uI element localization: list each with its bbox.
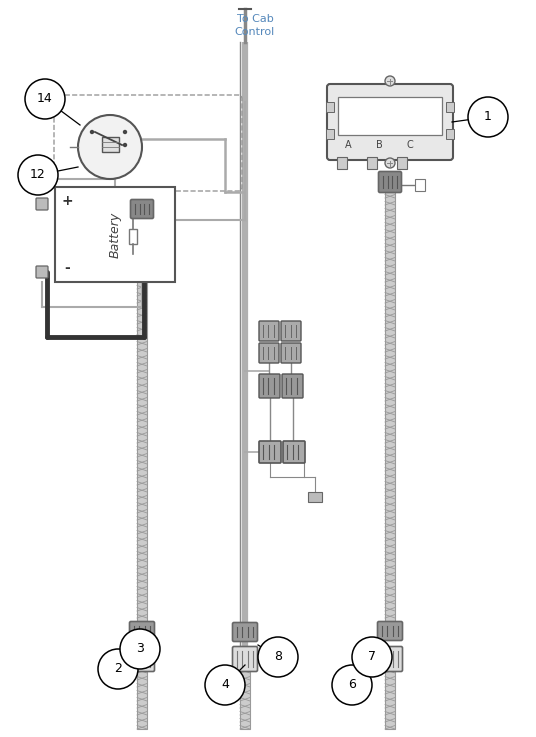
FancyBboxPatch shape	[259, 374, 280, 398]
Text: C: C	[407, 140, 413, 150]
FancyBboxPatch shape	[281, 321, 301, 341]
Text: To Cab: To Cab	[236, 14, 273, 24]
Circle shape	[123, 143, 127, 147]
Bar	[137, 670, 147, 729]
Circle shape	[385, 158, 395, 168]
FancyBboxPatch shape	[130, 200, 153, 218]
FancyBboxPatch shape	[36, 266, 48, 278]
Bar	[338, 97, 442, 135]
Bar	[415, 179, 425, 191]
Text: 1: 1	[484, 111, 492, 124]
Bar	[129, 229, 137, 244]
Text: 4: 4	[221, 679, 229, 691]
FancyBboxPatch shape	[377, 621, 403, 640]
Text: 2: 2	[114, 663, 122, 676]
Bar	[385, 670, 395, 729]
Circle shape	[258, 637, 298, 677]
FancyBboxPatch shape	[283, 441, 305, 463]
Text: 12: 12	[30, 169, 46, 181]
Bar	[102, 137, 119, 152]
Circle shape	[385, 76, 395, 86]
Bar	[326, 102, 334, 112]
Bar	[337, 157, 347, 169]
FancyBboxPatch shape	[378, 172, 401, 192]
FancyBboxPatch shape	[259, 343, 279, 363]
FancyBboxPatch shape	[233, 646, 257, 671]
FancyBboxPatch shape	[36, 198, 48, 210]
Circle shape	[120, 629, 160, 669]
FancyBboxPatch shape	[282, 374, 303, 398]
Circle shape	[123, 130, 127, 134]
Text: 8: 8	[274, 651, 282, 663]
Text: 7: 7	[368, 651, 376, 663]
Circle shape	[205, 665, 245, 705]
Circle shape	[18, 155, 58, 195]
FancyBboxPatch shape	[259, 441, 281, 463]
Bar	[397, 157, 407, 169]
Bar	[446, 129, 454, 139]
Circle shape	[352, 637, 392, 677]
Bar	[385, 191, 395, 625]
Circle shape	[25, 79, 65, 119]
Bar	[137, 217, 147, 625]
Bar	[240, 670, 250, 729]
Bar	[55, 187, 175, 282]
Text: B: B	[376, 140, 382, 150]
FancyBboxPatch shape	[233, 623, 257, 641]
Circle shape	[332, 665, 372, 705]
FancyBboxPatch shape	[281, 343, 301, 363]
Circle shape	[468, 97, 508, 137]
Text: +: +	[61, 194, 73, 208]
FancyBboxPatch shape	[130, 646, 154, 671]
Text: Control: Control	[235, 27, 275, 37]
Text: -: -	[64, 261, 70, 275]
Text: 3: 3	[136, 643, 144, 655]
FancyBboxPatch shape	[259, 321, 279, 341]
Bar	[308, 492, 322, 502]
Text: Battery: Battery	[108, 212, 122, 258]
FancyBboxPatch shape	[130, 621, 154, 640]
Text: 14: 14	[37, 93, 53, 105]
Bar	[326, 129, 334, 139]
Circle shape	[98, 649, 138, 689]
Text: A: A	[345, 140, 351, 150]
FancyBboxPatch shape	[377, 646, 403, 671]
Circle shape	[78, 115, 142, 179]
Text: 6: 6	[348, 679, 356, 691]
FancyBboxPatch shape	[327, 84, 453, 160]
Bar	[446, 102, 454, 112]
Circle shape	[90, 130, 94, 134]
Bar	[367, 157, 377, 169]
